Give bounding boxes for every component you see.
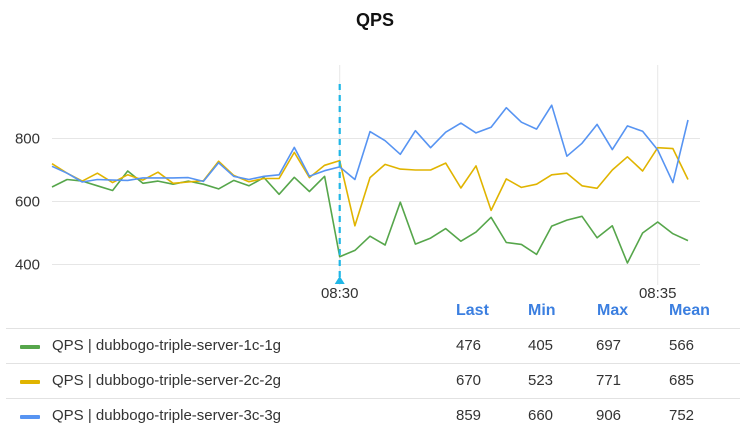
chart-title: QPS: [355, 10, 394, 30]
value-min: 523: [528, 372, 554, 389]
value-max: 771: [596, 372, 622, 389]
value-mean: 566: [669, 337, 695, 354]
x-tick-label: 08:30: [321, 285, 359, 300]
value-max: 906: [596, 407, 622, 424]
value-last: 670: [456, 372, 482, 389]
y-tick-label: 800: [15, 131, 40, 148]
value-mean: 752: [669, 407, 695, 424]
legend-row-3c-3g[interactable]: QPS | dubbogo-triple-server-3c-3g 859 66…: [6, 398, 740, 434]
series-color-swatch: [20, 415, 40, 419]
legend-row-1c-1g[interactable]: QPS | dubbogo-triple-server-1c-1g 476 40…: [6, 328, 740, 364]
legend-header-mean[interactable]: Mean: [669, 302, 710, 319]
value-last: 476: [456, 337, 482, 354]
qps-chart[interactable]: 400 600 800 08:30 08:35: [0, 0, 750, 300]
series-line-1: [51, 170, 689, 264]
legend-row-2c-2g[interactable]: QPS | dubbogo-triple-server-2c-2g 670 52…: [6, 363, 740, 399]
legend-header-max[interactable]: Max: [597, 302, 629, 319]
value-min: 405: [528, 337, 554, 354]
value-max: 697: [596, 337, 622, 354]
y-tick-label: 600: [15, 194, 40, 211]
legend-header-last[interactable]: Last: [456, 302, 489, 319]
legend-header-min[interactable]: Min: [528, 302, 556, 319]
value-mean: 685: [669, 372, 695, 389]
value-min: 660: [528, 407, 554, 424]
time-marker-annotation-icon: [334, 276, 345, 284]
series-name[interactable]: QPS | dubbogo-triple-server-1c-1g: [52, 337, 281, 354]
series-line-3: [51, 104, 689, 184]
series-line-2: [51, 146, 689, 227]
series-name[interactable]: QPS | dubbogo-triple-server-2c-2g: [52, 372, 281, 389]
legend-table: Last Min Max Mean QPS | dubbogo-triple-s…: [0, 296, 750, 440]
x-tick-label: 08:35: [639, 285, 677, 300]
y-tick-label: 400: [15, 257, 40, 274]
series-color-swatch: [20, 345, 40, 349]
series-color-swatch: [20, 380, 40, 384]
value-last: 859: [456, 407, 482, 424]
series-name[interactable]: QPS | dubbogo-triple-server-3c-3g: [52, 407, 281, 424]
